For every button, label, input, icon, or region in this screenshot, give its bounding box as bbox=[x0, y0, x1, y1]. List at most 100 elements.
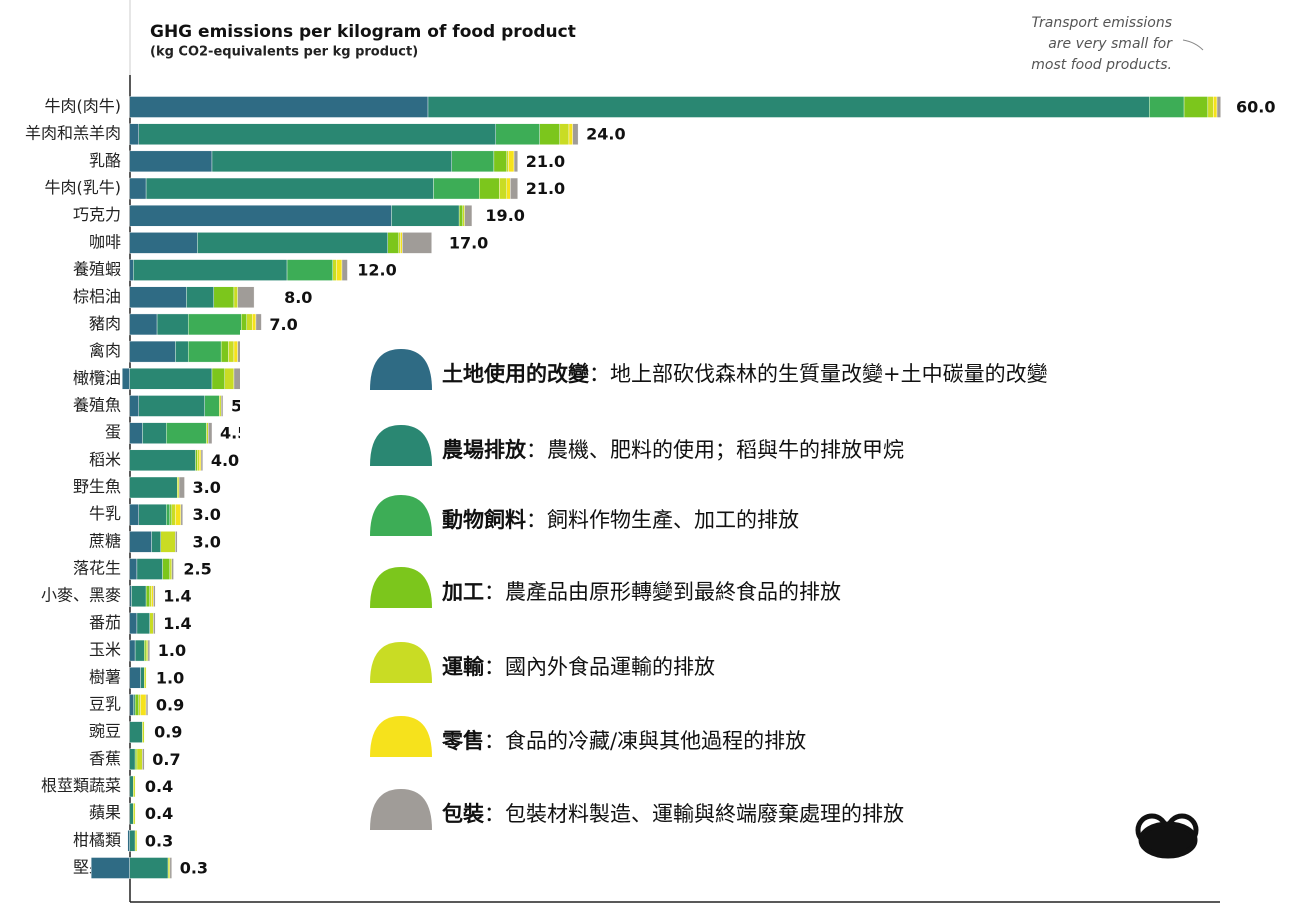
bar-segment bbox=[187, 313, 242, 336]
bar-segment bbox=[177, 476, 180, 499]
legend-icon bbox=[370, 425, 432, 466]
category-label: 番茄 bbox=[89, 613, 121, 632]
legend-entry: 動物飼料：飼料作物生產、加工的排放 bbox=[442, 507, 799, 532]
bar-segment bbox=[156, 313, 189, 336]
bar-segment bbox=[169, 857, 172, 879]
bar-segment bbox=[213, 286, 235, 308]
category-label: 蛋 bbox=[105, 423, 121, 442]
legend-term: 零售 bbox=[441, 728, 484, 753]
bar-segment bbox=[1149, 96, 1185, 118]
bar-segment bbox=[508, 150, 515, 173]
bar-segment bbox=[129, 612, 138, 635]
category-label: 野生魚 bbox=[73, 477, 121, 496]
bar-segment bbox=[510, 177, 518, 200]
legend-term: 土地使用的改變 bbox=[442, 361, 590, 386]
bar-segment bbox=[233, 340, 238, 363]
category-label: 香蕉 bbox=[89, 749, 121, 768]
bar-segment bbox=[153, 612, 156, 635]
bar-segment bbox=[175, 503, 182, 526]
bar-segment bbox=[186, 286, 215, 308]
bar-segment bbox=[129, 639, 136, 662]
value-label: 0.4 bbox=[145, 777, 173, 796]
legend-panel bbox=[240, 765, 672, 887]
legend-icon bbox=[370, 567, 432, 608]
category-label: 巧克力 bbox=[73, 205, 121, 224]
value-label: 19.0 bbox=[485, 206, 524, 225]
bar-segment bbox=[559, 123, 570, 145]
bar-segment bbox=[129, 286, 187, 308]
legend-term: 農場排放 bbox=[442, 437, 527, 462]
legend-description: ：農產品由原形轉變到最終食品的排放 bbox=[484, 580, 841, 604]
bar-segment bbox=[458, 205, 463, 227]
bar-segment bbox=[206, 422, 209, 444]
bar-segment bbox=[237, 286, 255, 308]
bar-segment bbox=[1183, 96, 1209, 118]
value-label: 4.0 bbox=[211, 451, 239, 470]
bar-segment bbox=[145, 177, 434, 200]
legend-description: ：食品的冷藏/凍與其他過程的排放 bbox=[484, 729, 806, 753]
bar-segment bbox=[122, 368, 130, 390]
legend-entry: 運輸：國內外食品運輸的排放 bbox=[442, 654, 715, 679]
category-label: 玉米 bbox=[89, 640, 121, 659]
legend-term: 包裝 bbox=[442, 801, 485, 826]
bar-segment bbox=[433, 177, 480, 200]
bar-segment bbox=[136, 748, 143, 770]
bar-segment bbox=[451, 150, 495, 173]
value-label: 3.0 bbox=[193, 532, 221, 551]
bar-segment bbox=[129, 585, 132, 607]
bar-segment bbox=[133, 802, 136, 825]
bar-segment bbox=[140, 694, 147, 716]
bar-segment bbox=[129, 449, 196, 472]
category-label: 小麥、黑麥 bbox=[41, 586, 121, 605]
bar-segment bbox=[129, 422, 143, 444]
category-label: 乳酪 bbox=[89, 151, 121, 170]
legend-entry: 包裝：包裝材料製造、運輸與終端廢棄處理的排放 bbox=[442, 801, 904, 826]
bar-segment bbox=[513, 150, 518, 173]
bar-segment bbox=[175, 340, 189, 363]
bar-segment bbox=[129, 177, 147, 200]
bar-segment bbox=[138, 503, 167, 526]
bar-segment bbox=[129, 123, 139, 145]
bar-segment bbox=[493, 150, 507, 173]
legend-description: ：農機、肥料的使用；稻與牛的排放甲烷 bbox=[526, 438, 904, 462]
bar-segment bbox=[133, 259, 288, 281]
bar-segment bbox=[147, 639, 150, 662]
legend-description: ：地上部砍伐森林的生質量改變+土中碳量的改變 bbox=[589, 362, 1048, 386]
bar-segment bbox=[160, 531, 176, 553]
value-label: 0.4 bbox=[145, 804, 173, 823]
bar-segment bbox=[398, 232, 401, 254]
bar-segment bbox=[169, 558, 172, 580]
bar-segment bbox=[129, 802, 134, 825]
value-label: 3.0 bbox=[193, 478, 221, 497]
legend-term: 運輸 bbox=[442, 654, 485, 679]
bar-segment bbox=[129, 232, 198, 254]
bar-segment bbox=[149, 585, 152, 607]
legend-icon bbox=[370, 642, 432, 683]
category-label: 禽肉 bbox=[89, 341, 121, 360]
bar-segment bbox=[219, 395, 222, 417]
legend-panel bbox=[240, 330, 1283, 765]
bar-segment bbox=[200, 449, 204, 472]
bar-segment bbox=[180, 503, 183, 526]
value-label: 3.0 bbox=[193, 505, 221, 524]
bar-segment bbox=[499, 177, 507, 200]
bar-segment bbox=[224, 368, 235, 390]
value-label: 0.9 bbox=[154, 723, 182, 742]
value-label: 2.5 bbox=[183, 560, 211, 579]
bar-segment bbox=[1216, 96, 1221, 118]
value-label: 1.0 bbox=[156, 668, 184, 687]
annotation-line: most food products. bbox=[1031, 57, 1172, 73]
bar-segment bbox=[142, 721, 145, 743]
annotation-arrow bbox=[1182, 39, 1204, 51]
bar-segment bbox=[129, 775, 134, 798]
category-label: 蘋果 bbox=[89, 803, 121, 822]
bar-segment bbox=[145, 639, 149, 662]
bar-segment bbox=[153, 585, 156, 607]
bar-segment bbox=[211, 368, 226, 390]
category-label: 養殖蝦 bbox=[73, 260, 121, 279]
bar-segment bbox=[162, 558, 171, 580]
legend-description: ：飼料作物生產、加工的排放 bbox=[526, 508, 799, 532]
bar-segment bbox=[1207, 96, 1214, 118]
bar-segment bbox=[1213, 96, 1218, 118]
bars: 牛肉(肉牛) 60.0 羊肉和羔羊肉 24.0 乳酪 21.0 牛肉(乳牛) 21.0 巧克力 1… bbox=[25, 96, 1275, 879]
